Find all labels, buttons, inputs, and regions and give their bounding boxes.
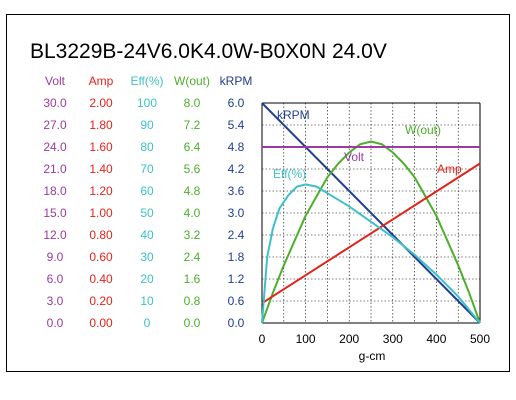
table-cell-volt: 21.0: [43, 162, 67, 176]
table-cell-amp: 0.60: [89, 250, 113, 264]
table-cell-eff: 40: [140, 228, 154, 242]
table-cell-eff: 80: [140, 140, 154, 154]
table-cell-krpm: 4.8: [228, 140, 245, 154]
series-label-volt: Volt: [344, 150, 365, 164]
column-header-amp: Amp: [89, 74, 114, 88]
x-tick-label: 100: [296, 332, 316, 346]
table-cell-wout: 0.0: [184, 316, 201, 330]
table-cell-eff: 70: [140, 162, 154, 176]
table-cell-krpm: 6.0: [228, 96, 245, 110]
plot-series: kRPM W(out) Volt Amp Eff(%): [261, 102, 481, 324]
table-cell-eff: 20: [140, 272, 154, 286]
table-cell-amp: 1.00: [89, 206, 113, 220]
series-line-wout: [261, 140, 481, 324]
series-line-krpm: [261, 102, 481, 324]
table-cell-volt: 3.0: [47, 294, 64, 308]
table-cell-wout: 8.0: [184, 96, 201, 110]
table-cell-volt: 18.0: [43, 184, 67, 198]
table-cell-wout: 4.0: [184, 206, 201, 220]
x-tick-label: 400: [426, 332, 446, 346]
table-cell-volt: 15.0: [43, 206, 67, 220]
table-cell-wout: 4.8: [184, 184, 201, 198]
table-cell-krpm: 1.2: [228, 272, 245, 286]
table-cell-eff: 50: [140, 206, 154, 220]
series-label-krpm: kRPM: [277, 108, 310, 122]
table-cell-eff: 100: [137, 96, 157, 110]
table-cell-wout: 0.8: [184, 294, 201, 308]
column-header-eff: Eff(%): [130, 74, 163, 88]
series-label-eff: Eff(%): [273, 167, 306, 181]
table-cell-krpm: 0.0: [228, 316, 245, 330]
table-cell-wout: 6.4: [184, 140, 201, 154]
table-cell-krpm: 0.6: [228, 294, 245, 308]
table-cell-volt: 6.0: [47, 272, 64, 286]
table-cell-amp: 1.80: [89, 118, 113, 132]
table-cell-eff: 10: [140, 294, 154, 308]
column-header-volt: Volt: [45, 74, 66, 88]
table-cell-wout: 1.6: [184, 272, 201, 286]
table-cell-amp: 2.00: [89, 96, 113, 110]
table-cell-wout: 2.4: [184, 250, 201, 264]
table-cell-wout: 3.2: [184, 228, 201, 242]
chart-frame: [6, 14, 510, 372]
table-cell-krpm: 2.4: [228, 228, 245, 242]
table-cell-amp: 0.80: [89, 228, 113, 242]
table-cell-volt: 27.0: [43, 118, 67, 132]
table-cell-krpm: 1.8: [228, 250, 245, 264]
x-tick-label: 300: [383, 332, 403, 346]
column-header-wout: W(out): [174, 74, 210, 88]
x-axis: 0 100 200 300 400 500 g-cm: [259, 332, 491, 363]
table-cell-eff: 90: [140, 118, 154, 132]
x-tick-label: 0: [259, 332, 266, 346]
table-cell-volt: 30.0: [43, 96, 67, 110]
table-cell-volt: 24.0: [43, 140, 67, 154]
table-cell-krpm: 3.0: [228, 206, 245, 220]
table-cell-wout: 5.6: [184, 162, 201, 176]
table-cell-wout: 7.2: [184, 118, 201, 132]
table-cell-amp: 0.40: [89, 272, 113, 286]
table-cell-amp: 0.20: [89, 294, 113, 308]
series-line-eff: [261, 183, 481, 324]
value-table: Volt 30.0 27.0 24.0 21.0 18.0 15.0 12.0 9.0 6.0 3.…: [43, 74, 252, 330]
table-cell-eff: 0: [144, 316, 151, 330]
table-cell-amp: 1.20: [89, 184, 113, 198]
table-cell-volt: 9.0: [47, 250, 64, 264]
table-cell-eff: 30: [140, 250, 154, 264]
table-cell-volt: 12.0: [43, 228, 67, 242]
chart-title: BL3229B-24V6.0K4.0W-B0X0N 24.0V: [30, 40, 387, 63]
table-cell-krpm: 3.6: [228, 184, 245, 198]
table-cell-krpm: 5.4: [228, 118, 245, 132]
table-cell-krpm: 4.2: [228, 162, 245, 176]
table-cell-eff: 60: [140, 184, 154, 198]
table-cell-amp: 0.00: [89, 316, 113, 330]
x-axis-label: g-cm: [359, 349, 386, 363]
table-cell-amp: 1.60: [89, 140, 113, 154]
series-label-wout: W(out): [405, 123, 441, 137]
x-tick-label: 500: [470, 332, 490, 346]
table-cell-amp: 1.40: [89, 162, 113, 176]
series-label-amp: Amp: [437, 162, 462, 176]
table-cell-volt: 0.0: [47, 316, 64, 330]
series-line-amp: [261, 162, 481, 305]
column-header-krpm: kRPM: [220, 74, 253, 88]
x-tick-label: 200: [339, 332, 359, 346]
